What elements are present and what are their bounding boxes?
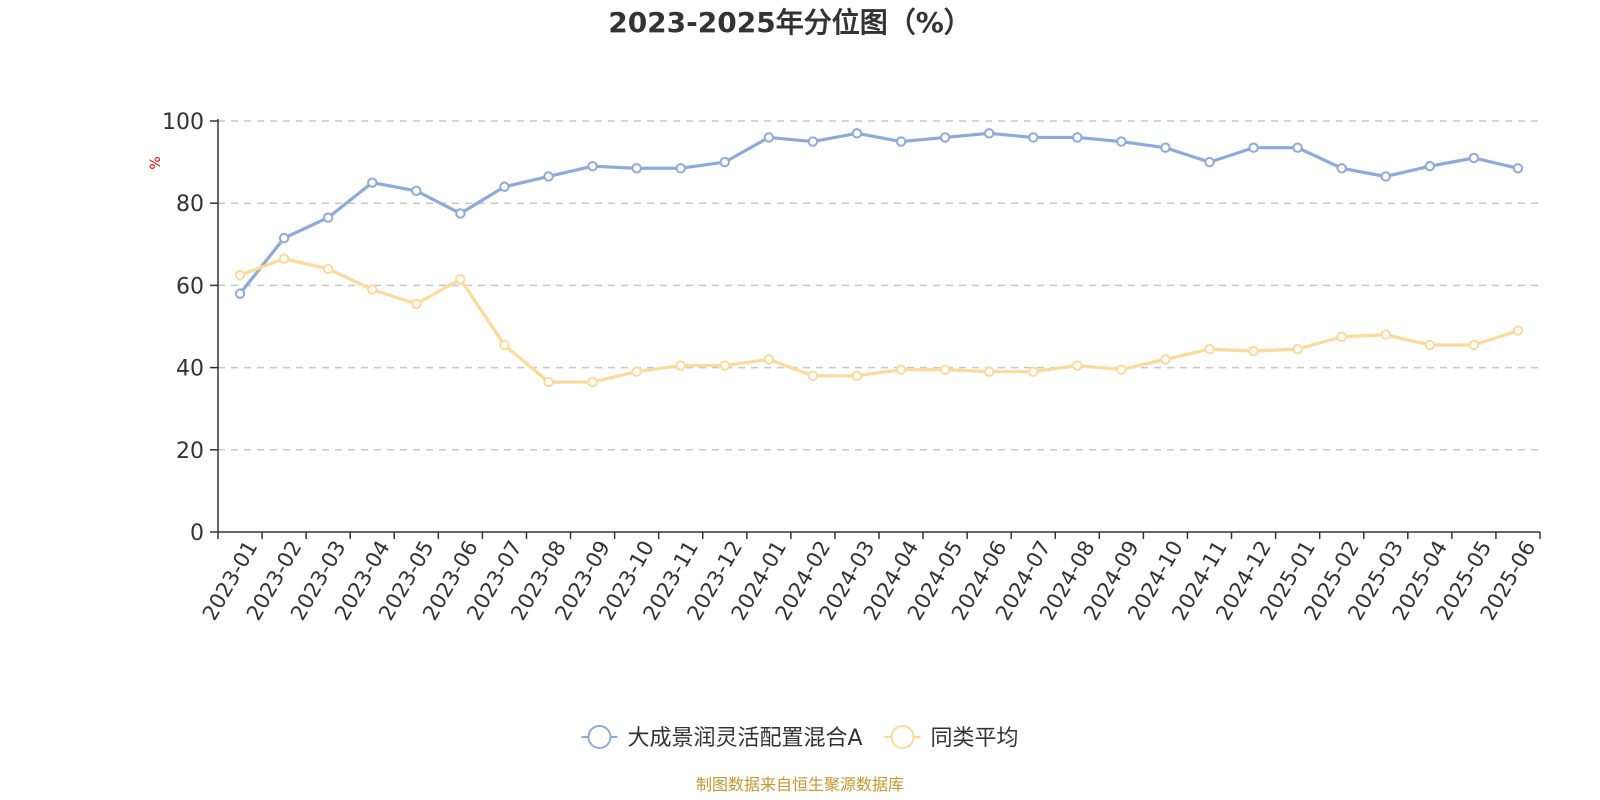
data-source-note: 制图数据来自恒生聚源数据库 [696,775,904,794]
data-point[interactable] [499,181,510,192]
data-point[interactable] [675,360,686,371]
data-point[interactable] [455,274,466,285]
y-axis-unit: % [148,156,164,169]
data-point[interactable] [1336,163,1347,174]
data-point[interactable] [455,208,466,219]
data-point[interactable] [851,370,863,382]
series-1 [234,128,1524,299]
legend-label: 大成景润灵活配置混合A [627,726,862,751]
data-point[interactable] [1380,329,1391,340]
legend-circle-symbol [587,725,612,749]
series-line [238,131,1519,295]
data-point[interactable] [1380,171,1391,182]
data-point[interactable] [675,163,686,174]
data-point[interactable] [587,376,598,388]
data-point[interactable] [1204,343,1215,355]
data-point[interactable] [1336,331,1347,342]
data-point[interactable] [851,128,863,139]
data-point[interactable] [1116,364,1127,375]
data-point[interactable] [983,128,995,139]
legend[interactable]: 大成景润灵活配置混合A 同类平均 [581,725,1019,751]
legend-item-2[interactable]: 同类平均 [884,725,1019,751]
data-point[interactable] [1204,156,1215,168]
data-point[interactable] [807,370,819,382]
data-point[interactable] [719,360,730,371]
data-point[interactable] [278,253,290,264]
data-point[interactable] [1248,142,1259,153]
data-point[interactable] [587,161,598,172]
y-tick-label: 60 [176,274,204,299]
data-point[interactable] [322,212,334,223]
series-lines [234,128,1524,388]
data-point[interactable] [1468,339,1480,351]
data-point[interactable] [939,364,951,375]
data-point[interactable] [367,284,378,295]
data-point[interactable] [1160,142,1171,153]
data-point[interactable] [631,163,642,174]
data-point[interactable] [367,177,378,188]
data-point[interactable] [543,171,554,182]
data-point[interactable] [763,132,775,143]
data-point[interactable] [1292,142,1303,153]
data-point[interactable] [543,376,554,388]
y-tick-label: 20 [176,439,204,464]
legend-label: 同类平均 [931,726,1019,751]
y-tick-label: 0 [190,521,204,546]
data-point[interactable] [983,366,995,377]
data-point[interactable] [234,288,246,299]
data-point[interactable] [1248,345,1259,357]
data-point[interactable] [499,339,510,351]
y-tick-label: 100 [162,110,204,135]
y-tick-label: 80 [176,192,204,217]
data-point[interactable] [1512,163,1524,174]
data-point[interactable] [1116,136,1127,147]
data-point[interactable] [1468,152,1480,164]
data-point[interactable] [322,263,334,275]
data-point[interactable] [895,136,907,147]
data-point[interactable] [1072,132,1083,143]
data-point[interactable] [939,132,951,143]
data-point[interactable] [763,354,775,365]
y-tick-label: 40 [176,357,204,382]
legend-item-1[interactable]: 大成景润灵活配置混合A [581,725,863,751]
data-point[interactable] [1292,343,1303,355]
data-point[interactable] [1160,354,1171,365]
data-point[interactable] [1424,339,1436,351]
data-point[interactable] [1512,325,1524,336]
data-point[interactable] [1028,132,1039,143]
legend-circle-symbol [890,725,915,749]
data-point[interactable] [719,156,730,168]
series-line [239,257,1519,384]
data-point[interactable] [1072,360,1083,371]
data-point[interactable] [1424,161,1436,172]
data-point[interactable] [411,298,422,310]
data-point[interactable] [234,269,246,281]
data-point[interactable] [411,185,422,197]
data-point[interactable] [278,232,290,244]
data-point[interactable] [807,136,819,147]
data-point[interactable] [631,366,642,377]
series-2 [234,253,1524,388]
chart-title: 2023-2025年分位图（%） [608,6,972,39]
data-point[interactable] [1028,366,1039,377]
data-point[interactable] [895,364,907,375]
